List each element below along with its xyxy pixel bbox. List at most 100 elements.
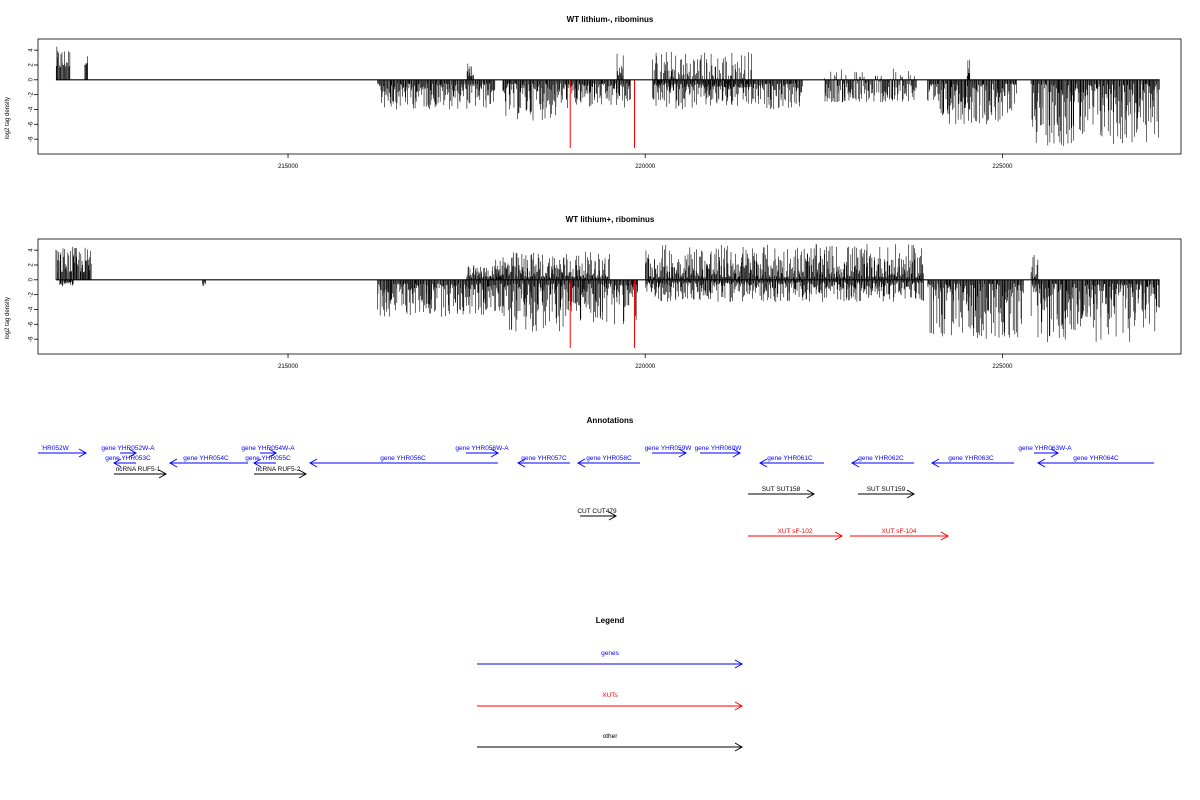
y-tick-label: 0 xyxy=(29,77,35,81)
feature-label: gene YHR054W-A xyxy=(241,445,295,452)
annotation-feature: gene YHR052W-A xyxy=(101,445,155,458)
feature-label: ncRNA RUF5-1 xyxy=(116,466,161,473)
arrow-head xyxy=(678,448,688,458)
legend-title: Legend xyxy=(596,616,625,625)
y-axis-label: log2 tag density xyxy=(5,97,11,139)
feature-label: gene YHR064C xyxy=(1073,455,1119,462)
highlight-bars xyxy=(569,279,636,349)
feature-label: SUT SUT158 xyxy=(762,486,801,493)
chart-title: WT lithium-, ribominus xyxy=(567,15,654,24)
legend-items: genes XUTs other xyxy=(477,650,744,752)
y-tick-label: -4 xyxy=(29,106,35,112)
arrow-head xyxy=(308,458,318,468)
arrow-head xyxy=(806,489,816,499)
feature-label: gene YHR054C xyxy=(183,455,229,462)
arrow-head xyxy=(834,531,844,541)
density-bars xyxy=(55,46,1160,147)
annotation-feature: gene YHR059W xyxy=(645,445,692,458)
feature-label: gene YHR060W xyxy=(695,445,743,452)
arrow-head xyxy=(608,511,618,521)
annotation-features: 'HR052W gene YHR052W-A gene YHR053C ncRNA R… xyxy=(38,445,1154,541)
x-axis: 215000 220000 225000 xyxy=(278,154,1013,170)
track-panel-lithium-plus: WT lithium+, ribominus log2 tag density … xyxy=(5,215,1182,370)
annotation-feature: gene YHR063W-A xyxy=(1018,445,1072,458)
arrow-head xyxy=(1036,458,1046,468)
annotation-feature: gene YHR058C xyxy=(576,455,640,468)
annotation-feature: gene YHR057C xyxy=(516,455,570,468)
y-tick-label: -6 xyxy=(29,321,35,327)
y-tick-label: 2 xyxy=(29,263,35,267)
annotation-feature: gene YHR062C xyxy=(850,455,914,468)
arrow-head xyxy=(850,458,860,468)
y-axis: 4 2 0 -2 -4 -6 -8 xyxy=(29,48,38,142)
feature-label: XUT sF-104 xyxy=(882,528,917,535)
arrow-head xyxy=(734,742,744,752)
x-tick-label: 220000 xyxy=(635,364,656,370)
feature-label: gene YHR062C xyxy=(858,455,904,462)
arrow-head xyxy=(168,458,178,468)
arrow-head xyxy=(252,458,262,468)
plot-frame xyxy=(37,238,1182,355)
feature-label: gene YHR055C xyxy=(245,455,291,462)
annotation-feature: SUT SUT159 xyxy=(858,486,916,499)
annotations-title: Annotations xyxy=(587,416,634,425)
feature-label: gene YHR063W-A xyxy=(1018,445,1072,452)
arrow-head xyxy=(298,469,308,479)
arrow-head xyxy=(112,458,122,468)
annotations-track: Annotations 'HR052W gene YHR052W-A gene YH… xyxy=(38,416,1154,541)
y-axis: 4 2 0 -2 -4 -6 -8 xyxy=(29,248,38,342)
feature-label: CUT CUT479 xyxy=(577,508,617,515)
y-tick-label: -8 xyxy=(29,336,35,342)
y-tick-label: -4 xyxy=(29,306,35,312)
arrow-head xyxy=(940,531,950,541)
arrow-head xyxy=(268,448,278,458)
y-tick-label: 4 xyxy=(29,48,35,52)
arrow-head xyxy=(906,489,916,499)
chart-title: WT lithium+, ribominus xyxy=(566,215,655,224)
feature-label: ncRNA RUF5-2 xyxy=(256,466,301,473)
x-tick-label: 225000 xyxy=(992,164,1013,170)
arrow-head xyxy=(128,448,138,458)
feature-label: gene YHR058C xyxy=(586,455,632,462)
annotation-feature: CUT CUT479 xyxy=(577,508,618,521)
y-tick-label: -2 xyxy=(29,91,35,97)
feature-label: gene YHR052W-A xyxy=(101,445,155,452)
annotation-feature: XUT sF-104 xyxy=(850,528,950,541)
annotation-feature: gene YHR053C xyxy=(105,455,151,468)
x-tick-label: 220000 xyxy=(635,164,656,170)
annotation-feature: XUT sF-102 xyxy=(748,528,844,541)
arrow-head xyxy=(930,458,940,468)
arrow-head xyxy=(734,659,744,669)
feature-label: XUT sF-102 xyxy=(778,528,813,535)
feature-label: gene YHR053C xyxy=(105,455,151,462)
x-tick-label: 215000 xyxy=(278,364,299,370)
feature-label: gene YHR063C xyxy=(948,455,994,462)
annotation-feature: gene YHR056C xyxy=(308,455,498,468)
track-panel-lithium-minus: WT lithium-, ribominus log2 tag density … xyxy=(5,15,1182,170)
legend-label: XUTs xyxy=(602,692,618,699)
feature-label: gene YHR056C xyxy=(380,455,426,462)
annotation-feature: gene YHR064C xyxy=(1036,455,1154,468)
x-axis: 215000 220000 225000 xyxy=(278,354,1013,370)
y-axis-label: log2 tag density xyxy=(5,297,11,339)
annotation-feature: SUT SUT158 xyxy=(748,486,816,499)
y-tick-label: 2 xyxy=(29,63,35,67)
arrow-head xyxy=(158,469,168,479)
annotation-feature: gene YHR056W-A xyxy=(455,445,509,458)
y-tick-label: 4 xyxy=(29,248,35,252)
legend-item: other xyxy=(477,733,744,752)
annotation-feature: gene YHR055C xyxy=(245,455,291,468)
arrow-head xyxy=(576,458,586,468)
annotation-feature: gene YHR061C xyxy=(758,455,824,468)
legend-item: XUTs xyxy=(477,692,744,711)
legend-label: other xyxy=(603,733,619,740)
y-tick-label: -6 xyxy=(29,121,35,127)
highlight-bars xyxy=(569,79,636,149)
y-tick-label: -8 xyxy=(29,136,35,142)
legend-label: genes xyxy=(601,650,619,657)
y-tick-label: 0 xyxy=(29,277,35,281)
annotation-feature: ncRNA RUF5-1 xyxy=(114,466,168,479)
annotation-feature: gene YHR063C xyxy=(930,455,1014,468)
feature-label: gene YHR057C xyxy=(521,455,567,462)
plot-frame xyxy=(37,38,1182,155)
